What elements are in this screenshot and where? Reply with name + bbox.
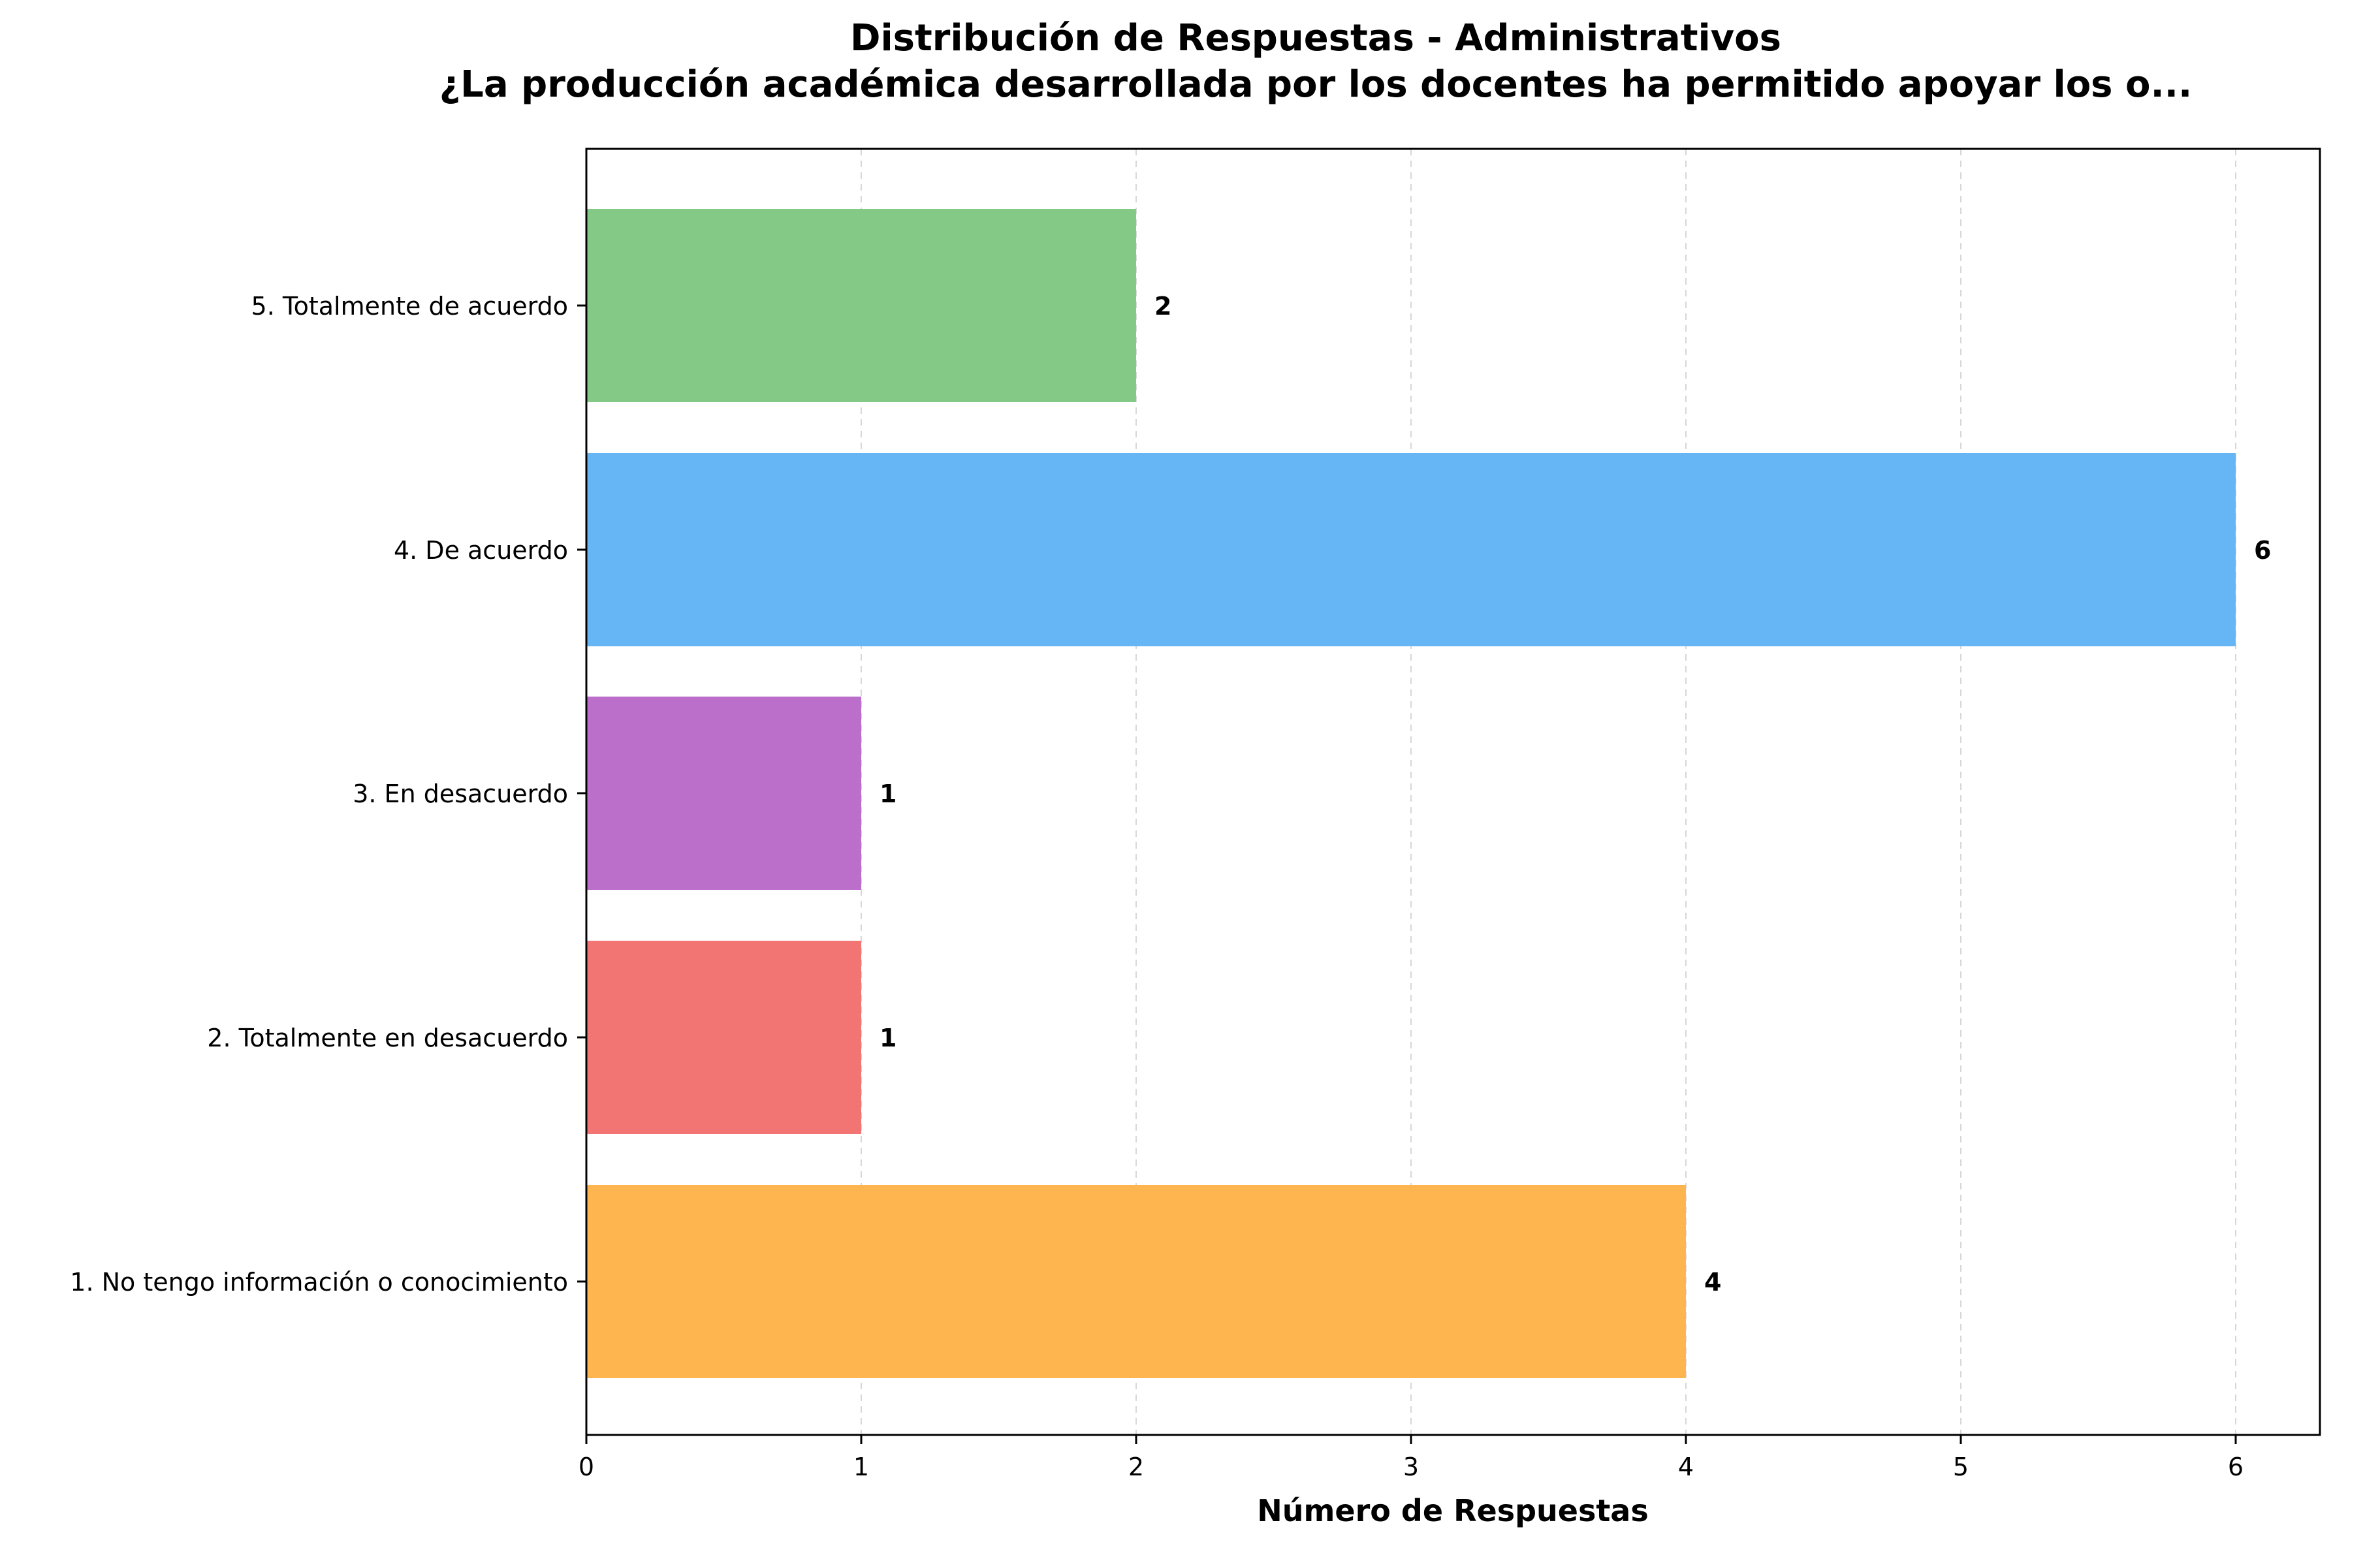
chart-title: Distribución de Respuestas - Administrat… [850,17,1781,59]
value-label: 2 [1154,292,1171,321]
category-label: 4. De acuerdo [394,536,568,565]
x-ticks: 0 1 2 3 4 5 6 [579,1435,2244,1481]
chart-subtitle: ¿La producción académica desarrollada po… [439,63,2193,106]
bar [586,1185,1686,1378]
x-tick-label: 1 [853,1453,869,1481]
value-label: 6 [2254,536,2271,565]
value-label: 4 [1704,1268,1721,1297]
category-label: 1. No tengo información o conocimiento [70,1268,568,1297]
bar [586,453,2236,646]
x-tick-label: 5 [1953,1453,1969,1481]
x-tick-label: 2 [1128,1453,1144,1481]
x-tick-label: 3 [1403,1453,1419,1481]
plot-frame [585,148,2321,1436]
value-labels: 4 1 1 6 2 [880,292,2271,1297]
category-labels: 1. No tengo información o conocimiento 2.… [70,292,586,1297]
category-label: 3. En desacuerdo [353,779,568,808]
bar [586,941,861,1134]
bar [586,697,861,890]
value-label: 1 [880,1024,896,1052]
x-axis-title: Número de Respuestas [1257,1493,1648,1528]
value-label: 1 [880,779,896,808]
category-label: 2. Totalmente en desacuerdo [207,1024,568,1052]
x-tick-label: 0 [579,1453,594,1481]
category-label: 5. Totalmente de acuerdo [251,292,568,321]
bars [586,209,2236,1378]
x-tick-label: 4 [1678,1453,1694,1481]
bar [586,209,1136,402]
x-tick-label: 6 [2228,1453,2244,1481]
